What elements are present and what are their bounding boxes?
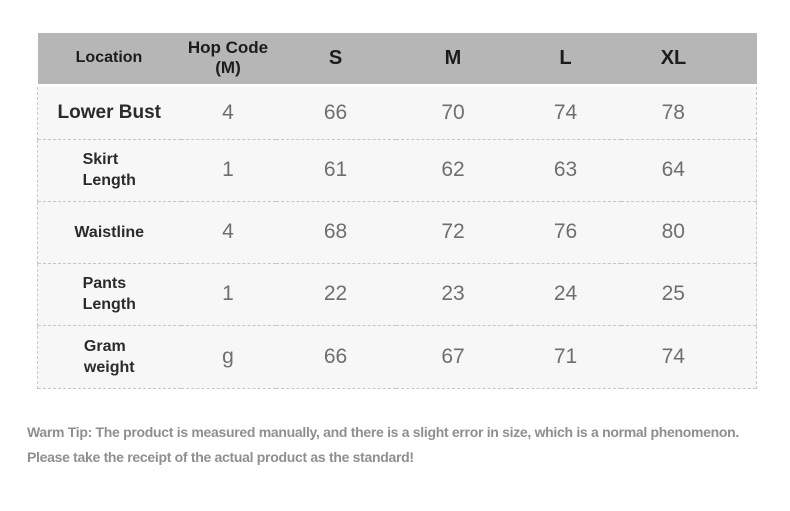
header-size-s: S: [275, 33, 396, 87]
cell-value: 64: [620, 139, 757, 201]
row-label-cell: Pants Length: [37, 263, 181, 325]
cell-value: 80: [620, 201, 757, 263]
row-label: Gram weight: [83, 337, 135, 376]
cell-value: 71: [553, 344, 578, 368]
row-label: Skirt Length: [82, 151, 136, 189]
cell-value: 74: [553, 100, 578, 124]
table-row: Gram weight g 66 67 71 74: [37, 325, 757, 388]
header-hop-code: Hop Code (M): [180, 33, 276, 87]
cell-value: 63: [553, 158, 578, 181]
cell-value: 66: [323, 100, 348, 124]
cell-value: 61: [323, 158, 348, 181]
cell-value: 76: [553, 220, 578, 243]
row-label-cell: Skirt Length: [37, 139, 181, 201]
cell-value: 22: [323, 282, 348, 305]
header-size-m: M: [395, 33, 511, 87]
cell-value: 78: [620, 85, 757, 139]
cell-value: 1: [222, 158, 234, 181]
cell-value: 4: [222, 100, 234, 124]
table-row: Pants Length 1 22 23 24 25: [37, 263, 757, 325]
row-label: Lower Bust: [57, 102, 161, 123]
cell-value: 67: [441, 344, 465, 368]
cell-value: 72: [441, 220, 465, 243]
cell-value: 66: [323, 344, 348, 368]
cell-value: 24: [553, 282, 578, 305]
size-chart-table: Location Hop Code (M) S M L XL Lower Bus…: [37, 33, 757, 389]
cell-value: 4: [222, 220, 234, 243]
cell-value: 23: [441, 282, 465, 305]
table-row: Lower Bust 4 66 70 74 78: [37, 85, 757, 139]
cell-value: 1: [222, 282, 234, 305]
cell-value: 68: [323, 220, 348, 243]
row-label-cell: Lower Bust: [37, 85, 181, 139]
warm-tip-note: Warm Tip: The product is measured manual…: [27, 424, 740, 465]
header-size-l: L: [510, 33, 621, 87]
cell-value: 62: [441, 158, 465, 181]
table-row: Waistline 4 68 72 76 80: [37, 201, 757, 263]
cell-value: 70: [441, 100, 465, 124]
row-label-cell: Gram weight: [37, 325, 181, 388]
row-label: Waistline: [74, 223, 145, 241]
header-location: Location: [37, 33, 181, 87]
row-label-cell: Waistline: [37, 201, 181, 263]
cell-value: g: [222, 344, 234, 368]
row-label: Pants Length: [82, 275, 136, 313]
table-row: Skirt Length 1 61 62 63 64: [37, 139, 757, 201]
table-header-row: Location Hop Code (M) S M L XL: [37, 33, 757, 87]
cell-value: 25: [620, 263, 757, 325]
cell-value: 74: [620, 325, 757, 388]
header-size-xl: XL: [620, 33, 757, 87]
